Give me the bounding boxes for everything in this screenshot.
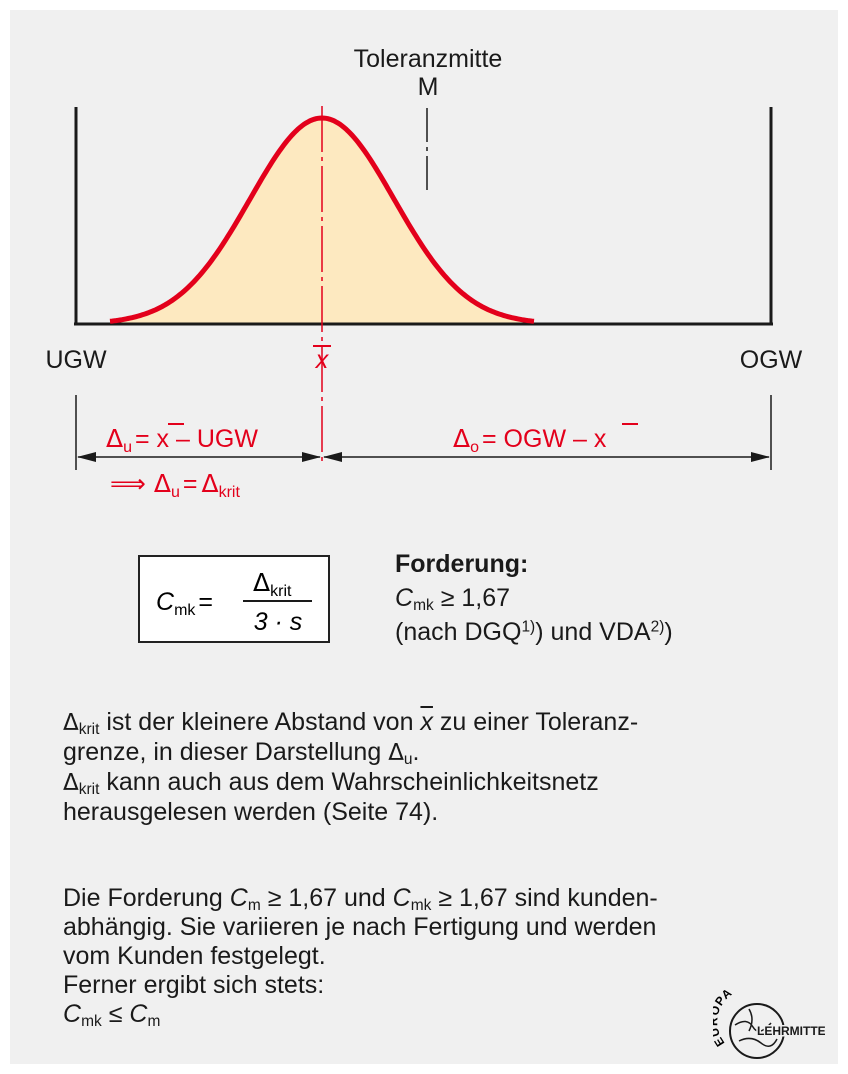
cmk-formula-box: Cmk = Δkrit 3 · s <box>138 555 330 643</box>
explanation-paragraph: Δkrit ist der kleinere Abstand von x zu … <box>63 708 823 827</box>
requirement-para-line1: Die Forderung Cm ≥ 1,67 und Cmk ≥ 1,67 s… <box>63 884 658 914</box>
arrow-upper-right <box>751 452 770 462</box>
delta-crit-implication: ⟹ Δu = Δkrit <box>110 469 240 501</box>
requirement-para-line3: vom Kunden festgelegt. <box>63 942 326 970</box>
requirement-line2: (nach DGQ1)) und VDA2)) <box>395 618 673 646</box>
requirement-para-line2: abhängig. Sie variieren je nach Fertigun… <box>63 913 657 941</box>
delta-o-expression: Δo = OGW – x <box>453 424 607 456</box>
figure-canvas: Toleranzmitte M UGW OGW x Δu = x – UGW Δo… <box>10 10 838 1064</box>
logo-bottom-text: LEHRMITTEL <box>757 1024 825 1038</box>
explanation-line2: grenze, in dieser Darstellung Δu. <box>63 738 420 768</box>
requirement-para-line4: Ferner ergibt sich stets: <box>63 971 325 999</box>
europa-lehrmittel-logo: EUROPA LEHRMITTEL <box>713 985 825 1059</box>
requirement-para-line5: Cmk ≤ Cm <box>63 1000 161 1030</box>
tolerance-center-label: Toleranzmitte <box>354 45 503 73</box>
cmk-formula: Cmk = Δkrit 3 · s <box>156 568 312 636</box>
formula-numerator: Δkrit <box>253 568 292 600</box>
logo-globe-icon <box>729 1003 785 1059</box>
explanation-line4: herausgelesen werden (Seite 74). <box>63 798 439 826</box>
distribution-diagram: Toleranzmitte M UGW OGW x Δu = x – UGW Δo… <box>45 45 803 501</box>
requirement-line1: Cmk ≥ 1,67 <box>395 584 511 614</box>
requirement-block: Forderung: Cmk ≥ 1,67 (nach DGQ1)) und V… <box>395 547 673 649</box>
mean-label: x <box>315 346 330 374</box>
logo-globe-lines-icon <box>734 1008 778 1047</box>
delta-u-expression: Δu = x – UGW <box>106 424 258 456</box>
formula-lhs: Cmk = <box>156 588 213 619</box>
arrow-lower-left <box>77 452 96 462</box>
lower-limit-label: UGW <box>45 346 107 374</box>
upper-limit-label: OGW <box>740 346 803 374</box>
requirement-title: Forderung: <box>395 550 529 578</box>
tolerance-center-m: M <box>418 73 439 101</box>
formula-denominator: 3 · s <box>254 608 303 636</box>
explanation-line3: Δkrit kann auch aus dem Wahrscheinlichke… <box>63 768 599 798</box>
arrow-lower-right <box>302 452 321 462</box>
arrow-upper-left <box>323 452 342 462</box>
explanation-line1: Δkrit ist der kleinere Abstand von x zu … <box>63 708 639 738</box>
requirement-paragraph: Die Forderung Cm ≥ 1,67 und Cmk ≥ 1,67 s… <box>63 884 823 1029</box>
